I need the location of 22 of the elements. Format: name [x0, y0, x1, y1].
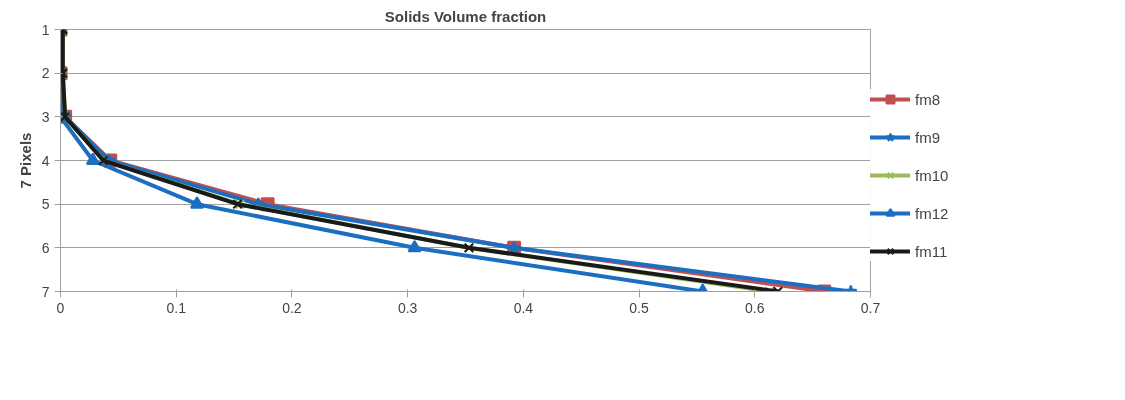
x-tick-label: 0.7	[860, 299, 881, 316]
legend-label: fm8	[915, 89, 941, 109]
x-tick-label: 0.6	[745, 299, 765, 316]
legend-label: fm11	[915, 241, 949, 261]
legend-label: fm12	[915, 203, 950, 223]
y-tick-label: 7	[41, 283, 50, 300]
x-tick-label: 0.1	[166, 299, 187, 316]
y-tick-label: 5	[41, 196, 50, 213]
chart-title: Solids Volume fraction	[384, 7, 547, 25]
y-tick-label: 2	[41, 65, 50, 82]
y-tick-label: 6	[41, 239, 50, 256]
x-tick-label: 0	[56, 299, 65, 316]
legend-label: fm9	[915, 127, 941, 147]
x-tick-label: 0.3	[397, 299, 418, 316]
x-tick-label: 0.4	[513, 299, 534, 316]
y-tick-label: 3	[41, 108, 50, 125]
x-tick-label: 0.5	[629, 299, 650, 316]
y-tick-label: 1	[41, 21, 50, 38]
legend-label: fm10	[915, 165, 950, 185]
x-tick-label: 0.2	[282, 299, 302, 316]
y-axis-title: 7 Pixels	[16, 132, 34, 189]
y-tick-label: 4	[41, 152, 50, 169]
